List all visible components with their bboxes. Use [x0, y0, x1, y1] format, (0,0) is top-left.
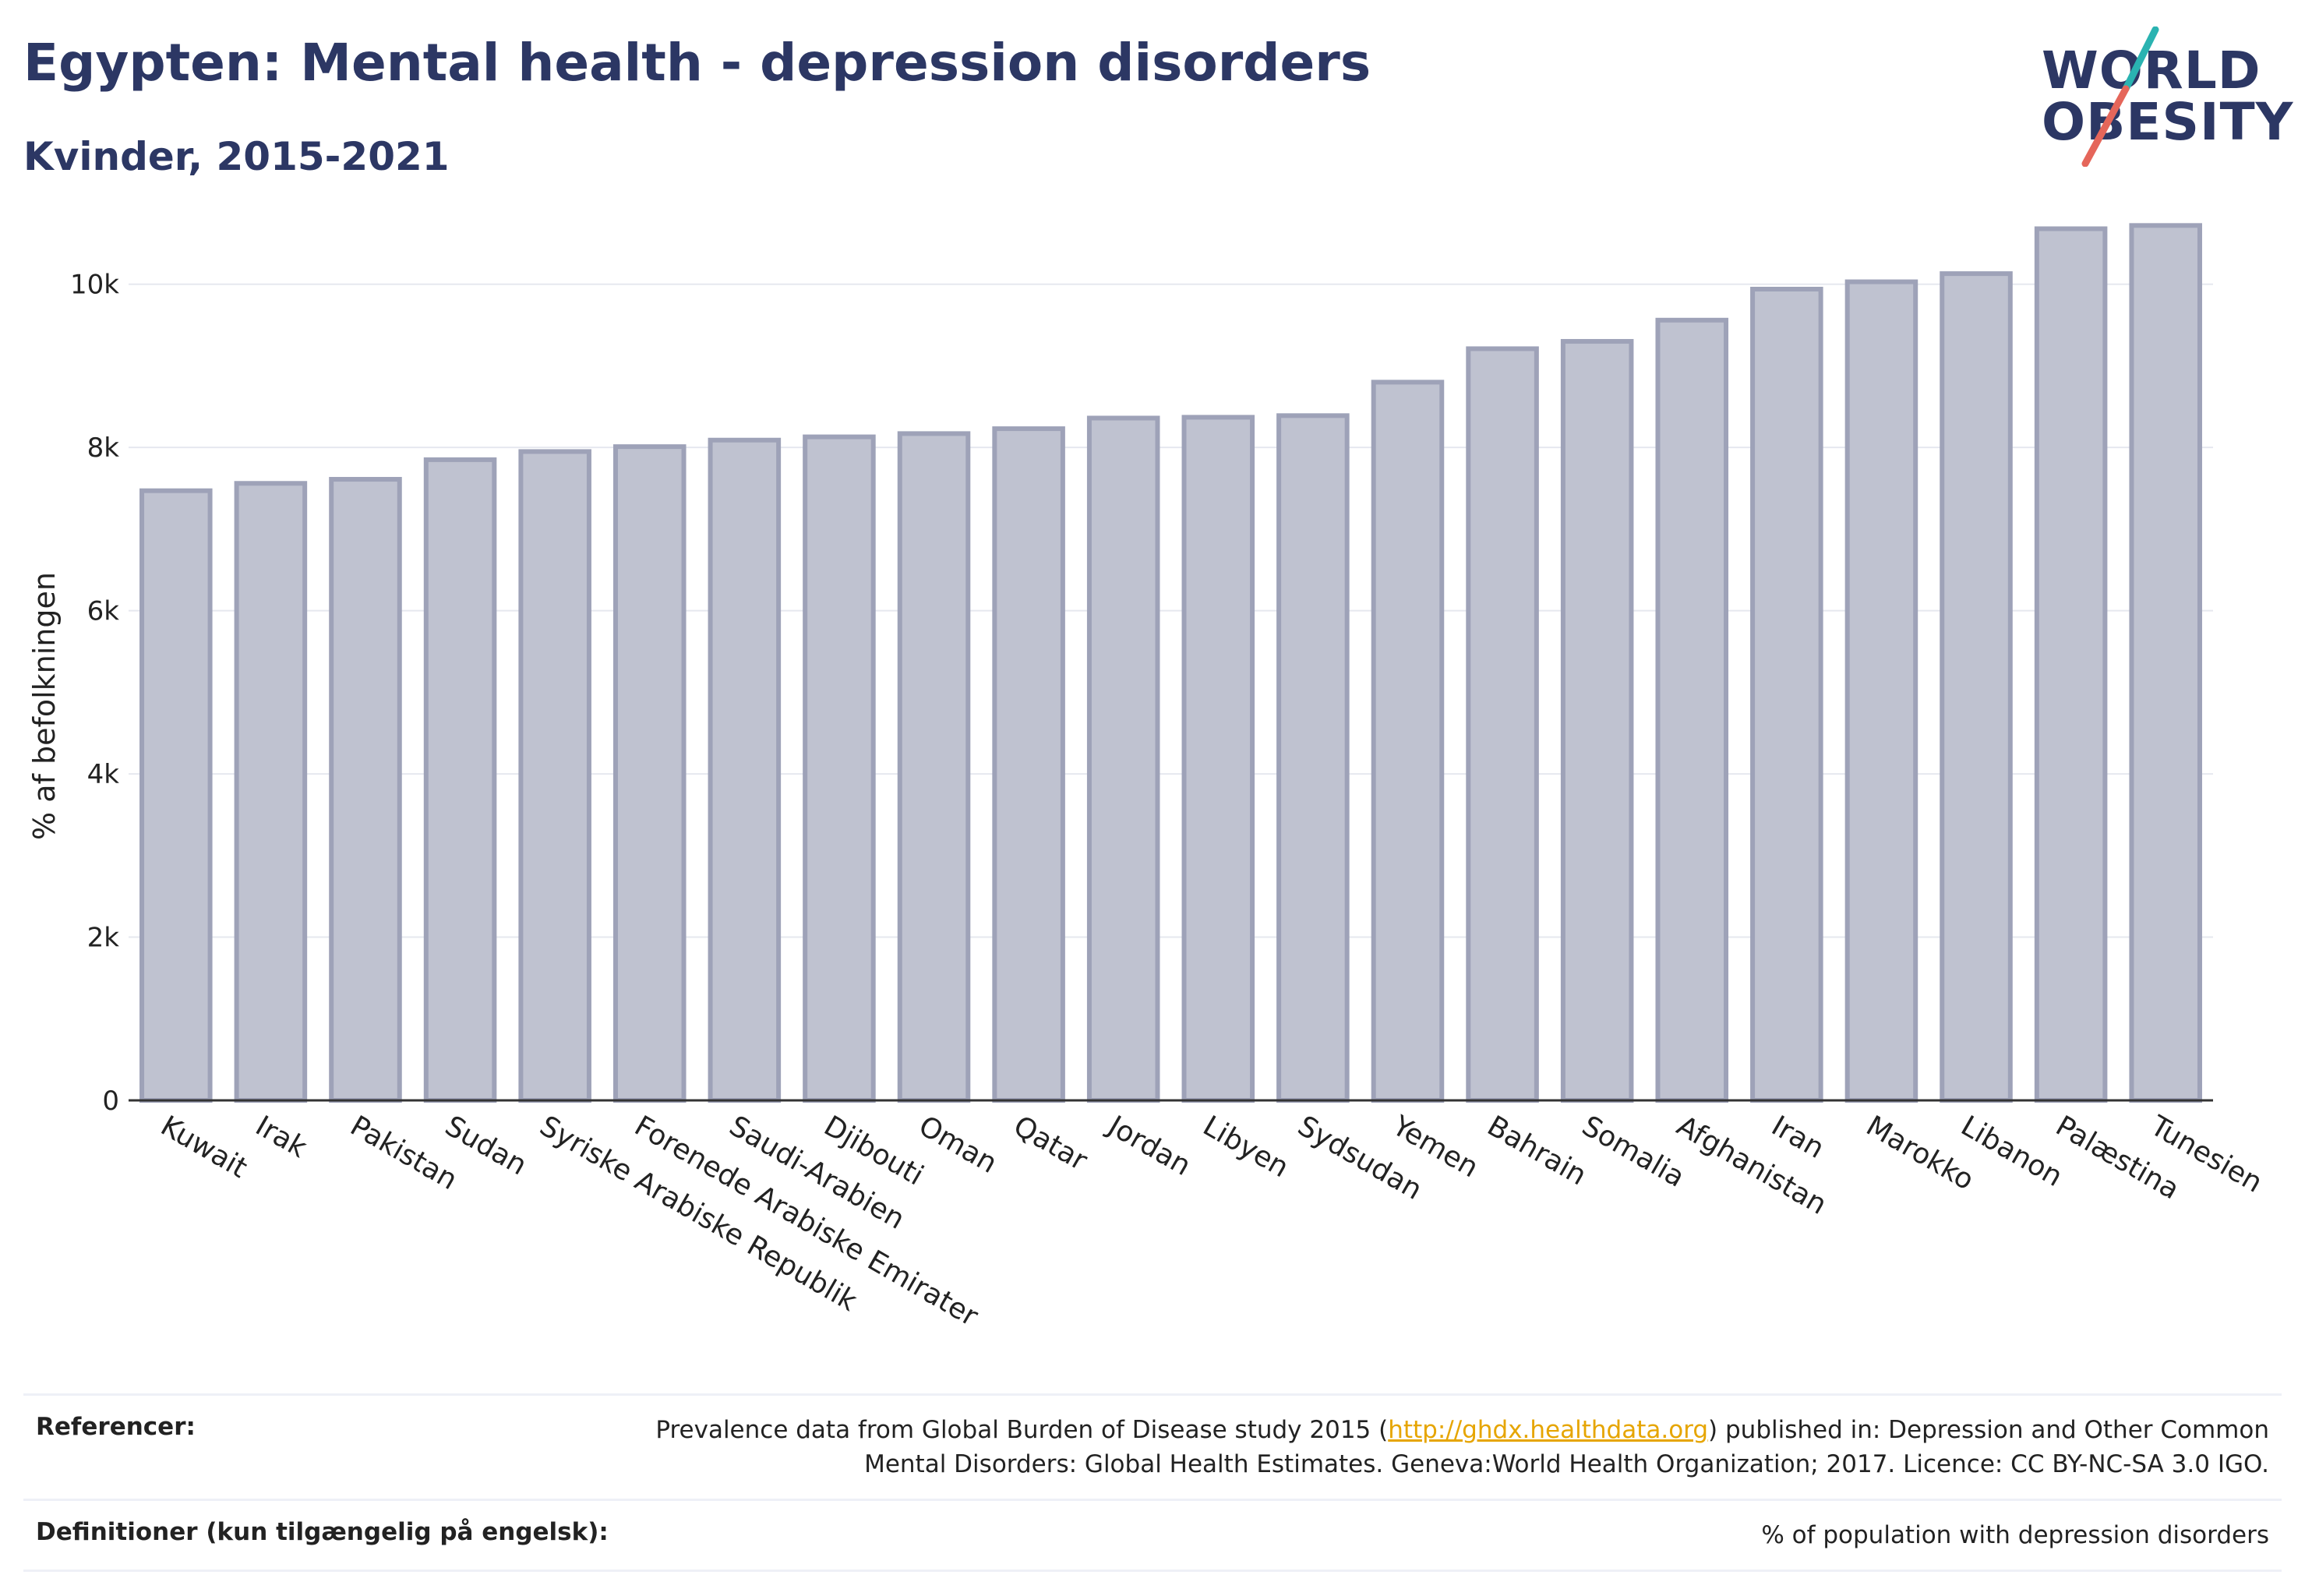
bar: [139, 488, 213, 1103]
bar: [612, 444, 687, 1103]
references-table: Referencer: Prevalence data from Global …: [23, 1393, 2282, 1572]
bar: [992, 426, 1065, 1103]
references-text-before: Prevalence data from Global Burden of Di…: [655, 1416, 1389, 1444]
bar: [2034, 226, 2108, 1103]
references-text-after: ) published in: Depression and Other Com…: [1708, 1416, 2269, 1444]
y-tick-label: 8k: [87, 433, 120, 464]
x-tick-label: Jordan: [1101, 1109, 1195, 1182]
definitions-row: Definitioner (kun tilgængelig på engelsk…: [23, 1499, 2282, 1572]
y-tick-label: 10k: [70, 270, 119, 301]
x-tick-label: Kuwait: [155, 1110, 252, 1185]
logo-slash-icon: [2081, 26, 2159, 167]
y-tick-label: 6k: [87, 596, 120, 627]
x-tick-label: Libyen: [1198, 1110, 1294, 1184]
bar: [1276, 413, 1350, 1103]
references-text: Prevalence data from Global Burden of Di…: [655, 1413, 2269, 1481]
definitions-label: Definitioner (kun tilgængelig på engelsk…: [36, 1518, 609, 1546]
ghdx-link[interactable]: http://ghdx.healthdata.org: [1388, 1416, 1709, 1444]
bar: [1086, 415, 1160, 1103]
bar: [2129, 223, 2202, 1103]
bar: [1466, 346, 1539, 1103]
bar: [1844, 279, 1918, 1103]
x-tick-label: Pakistan: [344, 1110, 462, 1196]
references-label: Referencer:: [36, 1413, 196, 1441]
references-text-line2: Mental Disorders: Global Health Estimate…: [864, 1450, 2269, 1478]
bar: [423, 457, 497, 1103]
logo-line1: WORLD: [2042, 41, 2261, 101]
x-tick-label: Qatar: [1008, 1110, 1092, 1177]
bar: [1750, 287, 1823, 1103]
bar: [234, 481, 308, 1103]
x-tick-label: Oman: [913, 1110, 1002, 1180]
bar: [897, 431, 971, 1103]
bar: [1560, 339, 1634, 1103]
x-tick-label: Bahrain: [1482, 1110, 1592, 1192]
y-tick-label: 4k: [87, 759, 120, 790]
x-tick-label: Iran: [1766, 1110, 1829, 1165]
bar: [1371, 380, 1445, 1103]
chart-title: Egypten: Mental health - depression diso…: [23, 33, 1371, 93]
bar: [1181, 415, 1255, 1103]
bar: [1655, 317, 1729, 1103]
bar: [329, 477, 402, 1103]
y-tick-label: 0: [102, 1086, 119, 1117]
logo-line2: OBESITY: [2042, 92, 2294, 152]
y-axis-title: % af befolkningen: [27, 572, 62, 840]
x-tick-label: Libanon: [1956, 1110, 2068, 1193]
y-tick-label: 2k: [87, 923, 120, 954]
world-obesity-logo[interactable]: WORLD OBESITY: [2042, 23, 2293, 167]
references-row: Referencer: Prevalence data from Global …: [23, 1393, 2282, 1499]
bar: [708, 437, 782, 1103]
bar: [803, 434, 876, 1103]
x-tick-label: Marokko: [1861, 1110, 1979, 1196]
chart-subtitle: Kvinder, 2015-2021: [23, 134, 450, 179]
definitions-text: % of population with depression disorder…: [1761, 1521, 2269, 1549]
bar: [518, 449, 591, 1103]
bar: [1940, 271, 2013, 1103]
x-tick-label: Irak: [250, 1110, 312, 1164]
x-tick-label: Somalia: [1576, 1110, 1689, 1194]
